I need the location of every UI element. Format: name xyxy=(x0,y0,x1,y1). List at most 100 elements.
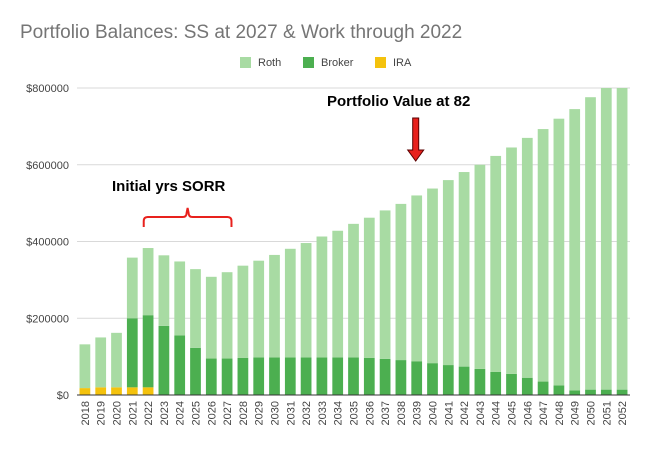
bar-roth xyxy=(111,332,122,388)
bar-roth xyxy=(79,344,91,389)
annotation-sorr: Initial yrs SORR xyxy=(112,178,226,195)
bar-broker xyxy=(553,385,565,395)
bar-roth xyxy=(190,269,201,348)
x-tick-label: 2041 xyxy=(443,401,455,425)
bar-roth xyxy=(174,261,186,336)
bar-roth xyxy=(253,260,265,358)
bar-roth xyxy=(553,118,565,386)
annotation-portfolio-82: Portfolio Value at 82 xyxy=(327,93,470,110)
bar-broker xyxy=(363,357,375,395)
bar-broker xyxy=(300,357,312,395)
bar-broker xyxy=(190,347,201,395)
y-tick-label: $400000 xyxy=(26,237,69,249)
bar-roth xyxy=(142,248,154,316)
bar-broker xyxy=(269,357,280,395)
bar-ira xyxy=(126,387,138,395)
bar-roth xyxy=(458,172,470,367)
bar-broker xyxy=(237,357,249,395)
x-tick-label: 2034 xyxy=(333,401,345,425)
bar-roth xyxy=(474,164,486,369)
x-tick-label: 2038 xyxy=(396,401,408,425)
x-tick-label: 2022 xyxy=(143,401,155,425)
x-tick-label: 2031 xyxy=(285,401,297,425)
bar-broker xyxy=(411,361,423,395)
bar-broker xyxy=(506,373,517,395)
bar-ira xyxy=(79,388,91,395)
bar-broker xyxy=(616,389,628,395)
x-tick-label: 2030 xyxy=(270,401,282,425)
x-tick-label: 2024 xyxy=(175,401,187,425)
bar-roth xyxy=(427,188,438,364)
bar-roth xyxy=(158,255,170,326)
bar-broker xyxy=(316,357,328,395)
bar-roth xyxy=(537,129,549,382)
bar-broker xyxy=(332,357,344,395)
x-tick-label: 2020 xyxy=(112,401,124,425)
x-tick-label: 2044 xyxy=(491,401,503,425)
bar-broker xyxy=(585,389,596,395)
bar-roth xyxy=(442,180,454,366)
x-tick-label: 2023 xyxy=(159,401,171,425)
bar-broker xyxy=(174,335,186,395)
x-tick-label: 2047 xyxy=(538,401,550,425)
bar-broker xyxy=(221,358,233,395)
bar-roth xyxy=(269,254,280,358)
x-tick-label: 2025 xyxy=(191,401,203,425)
bar-roth xyxy=(300,243,312,358)
bar-ira xyxy=(95,387,107,395)
x-tick-label: 2048 xyxy=(554,401,566,425)
x-tick-label: 2035 xyxy=(349,401,361,425)
y-tick-label: $600000 xyxy=(26,160,69,172)
bars xyxy=(79,88,628,395)
x-tick-label: 2021 xyxy=(127,401,139,425)
bar-broker xyxy=(253,357,265,395)
x-tick-label: 2043 xyxy=(475,401,487,425)
x-tick-label: 2039 xyxy=(412,401,424,425)
bar-roth xyxy=(411,195,423,362)
bar-roth xyxy=(379,210,391,359)
bar-roth xyxy=(600,88,612,390)
bar-roth xyxy=(284,248,296,358)
x-tick-label: 2042 xyxy=(459,401,471,425)
annotations: Initial yrs SORR Portfolio Value at 82 xyxy=(112,93,470,227)
bar-roth xyxy=(363,217,375,358)
x-tick-label: 2046 xyxy=(522,401,534,425)
bar-roth xyxy=(221,272,233,359)
bar-ira xyxy=(142,387,154,395)
x-tick-label: 2032 xyxy=(301,401,313,425)
x-tick-label: 2028 xyxy=(238,401,250,425)
bar-broker xyxy=(490,371,502,395)
bar-roth xyxy=(126,257,138,319)
bar-broker xyxy=(379,358,391,395)
x-tick-label: 2029 xyxy=(254,401,266,425)
x-tick-label: 2026 xyxy=(206,401,218,425)
bar-roth xyxy=(205,276,217,359)
bar-roth xyxy=(569,109,581,391)
legend-label-roth: Roth xyxy=(258,57,281,69)
x-axis: 2018 2019 2020 2021 2022 2023 2024 2025 2026 2027… xyxy=(80,401,629,425)
bar-roth xyxy=(506,147,517,374)
down-arrow-icon xyxy=(406,117,425,162)
x-tick-label: 2033 xyxy=(317,401,329,425)
legend-swatch-roth xyxy=(240,57,251,68)
bar-roth xyxy=(237,265,249,358)
bar-broker xyxy=(142,315,154,388)
bar-broker xyxy=(458,366,470,395)
bar-broker xyxy=(126,318,138,388)
bar-broker xyxy=(600,389,612,395)
bar-broker xyxy=(158,325,170,395)
legend-swatch-broker xyxy=(303,57,314,68)
x-tick-label: 2019 xyxy=(96,401,108,425)
x-tick-label: 2049 xyxy=(570,401,582,425)
x-tick-label: 2018 xyxy=(80,401,92,425)
x-tick-label: 2040 xyxy=(428,401,440,425)
sorr-brace xyxy=(142,207,233,227)
bar-broker xyxy=(474,368,486,395)
bar-roth xyxy=(95,337,107,388)
legend: Roth Broker IRA xyxy=(240,57,412,69)
x-tick-label: 2051 xyxy=(601,401,613,425)
x-tick-label: 2050 xyxy=(586,401,598,425)
legend-label-broker: Broker xyxy=(321,57,354,69)
bar-broker xyxy=(442,365,454,395)
